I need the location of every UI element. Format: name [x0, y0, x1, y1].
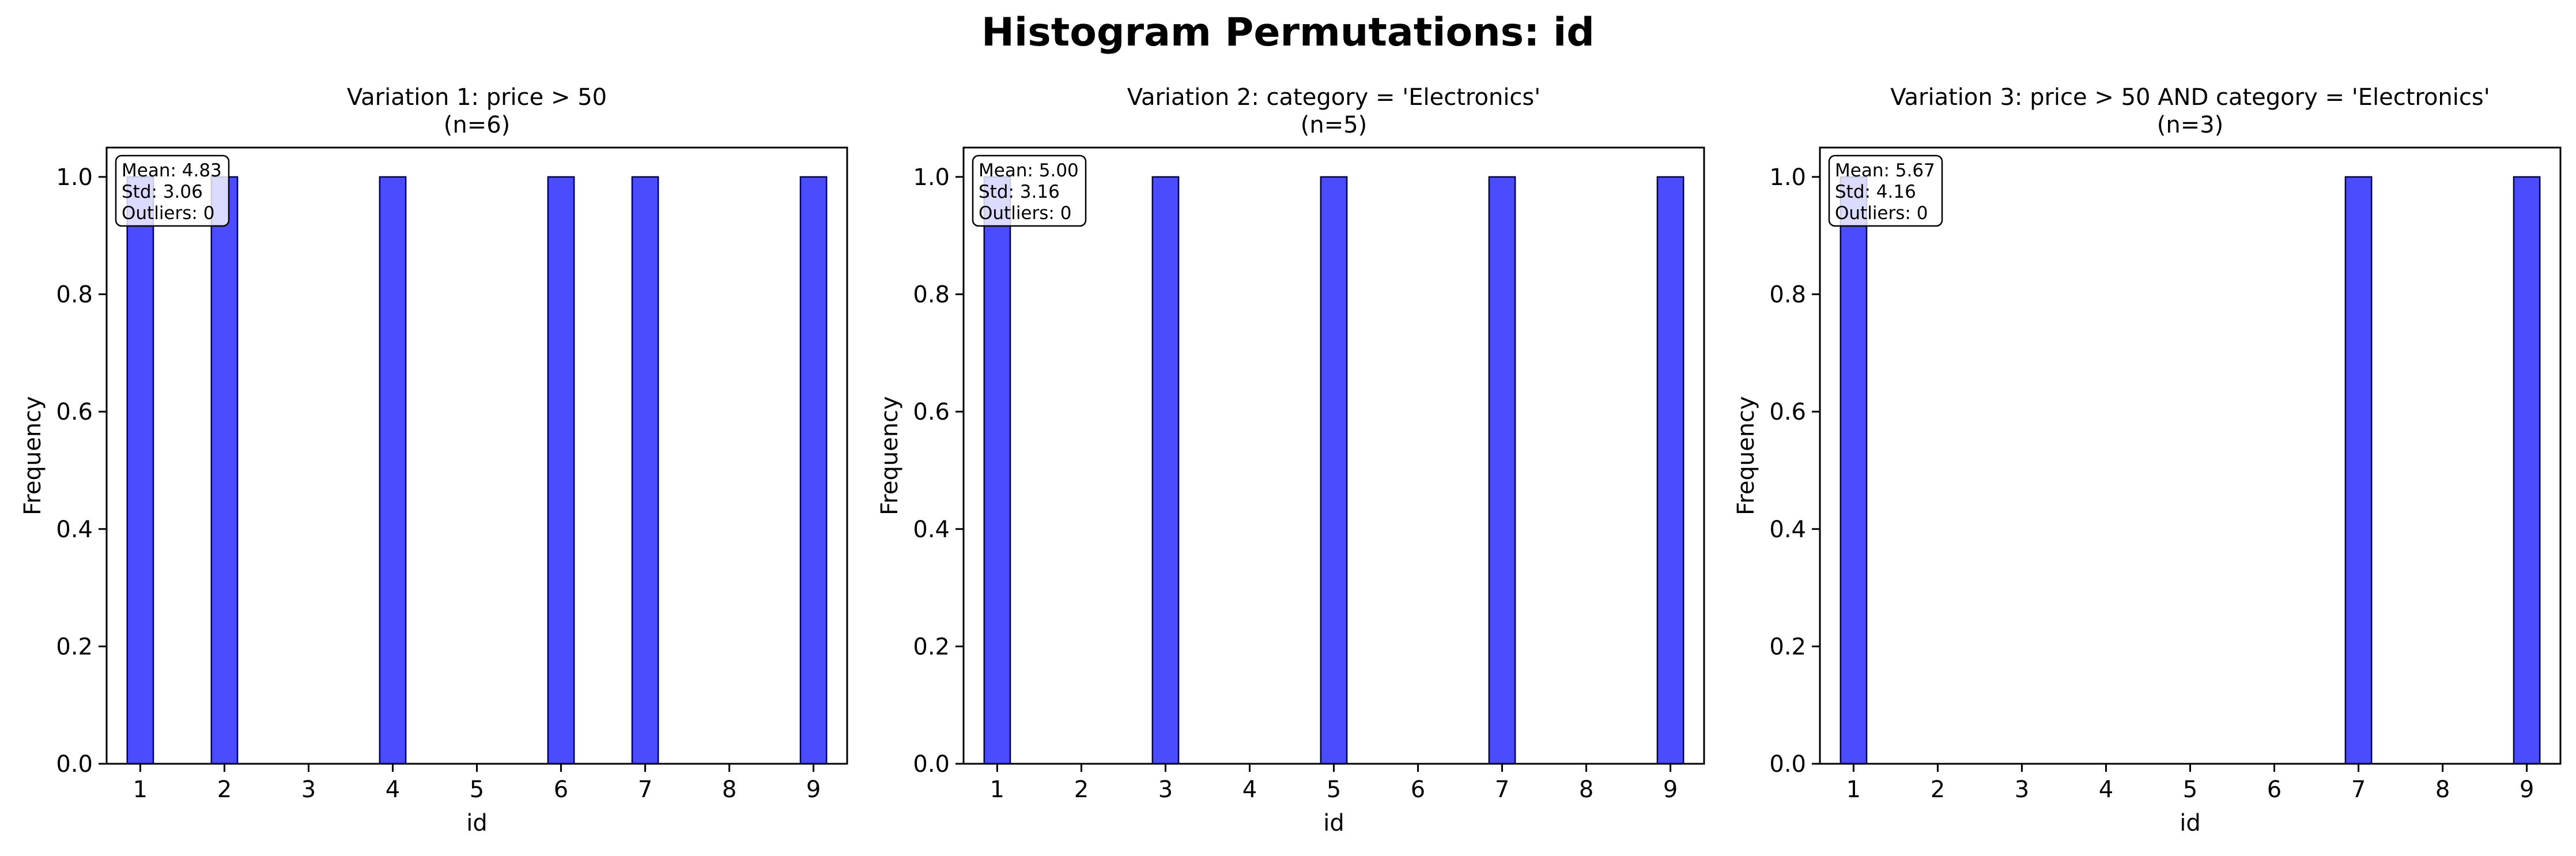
x-tick-label: 9: [1663, 776, 1678, 803]
histogram-bar: [1151, 176, 1180, 765]
histogram-bar: [2513, 176, 2541, 765]
x-tick-label: 8: [2435, 776, 2450, 803]
y-tick-label: 0.8: [913, 282, 950, 308]
y-tick-label: 1.0: [913, 164, 950, 191]
panel-title: Variation 1: price > 50: [347, 84, 607, 111]
histogram-bar: [983, 176, 1011, 765]
x-tick-label: 3: [301, 776, 316, 803]
y-tick-label: 1.0: [1769, 164, 1806, 191]
x-tick-label: 7: [1495, 776, 1509, 803]
stats-line: Mean: 5.67: [1835, 160, 1935, 181]
x-axis-label: id: [2180, 810, 2201, 836]
x-tick-label: 7: [638, 776, 652, 803]
y-tick-label: 0.2: [56, 633, 93, 660]
x-tick-label: 2: [217, 776, 232, 803]
x-tick-label: 6: [2267, 776, 2282, 803]
panel-2: 1 2 3 4 5 6 7 8 9 0.0 0.2 0.4 0.6 0.8 1.0 id Frequency Va…: [877, 84, 1705, 836]
y-tick-label: 0.4: [913, 516, 950, 543]
x-tick-label: 8: [1579, 776, 1593, 803]
y-tick-label: 0.0: [56, 751, 93, 778]
x-tick-label: 1: [990, 776, 1004, 803]
y-tick-label: 1.0: [56, 164, 93, 191]
x-tick-label: 4: [1242, 776, 1257, 803]
histogram-bar: [631, 176, 659, 765]
histogram-bar: [547, 176, 575, 765]
stats-line: Std: 3.16: [979, 182, 1060, 202]
histogram-bar: [2344, 176, 2373, 765]
x-tick-label: 8: [722, 776, 736, 803]
y-tick-label: 0.6: [56, 399, 93, 425]
stats-line: Std: 3.06: [122, 182, 203, 202]
x-tick-label: 4: [2099, 776, 2113, 803]
x-tick-label: 4: [386, 776, 400, 803]
plot-frame: [1819, 146, 2562, 765]
histogram-bar: [1656, 176, 1684, 765]
stats-line: Mean: 4.83: [122, 160, 222, 181]
stats-box: [972, 154, 1087, 227]
y-axis-label: Frequency: [20, 396, 46, 515]
histogram-bar: [210, 176, 239, 765]
histogram-bar: [126, 176, 154, 765]
histogram-bar: [1320, 176, 1348, 765]
x-tick-label: 5: [2183, 776, 2197, 803]
stats-line: Std: 4.16: [1835, 182, 1916, 202]
panel-subtitle: (n=6): [444, 112, 511, 138]
stats-line: Outliers: 0: [122, 203, 214, 224]
histogram-bar: [379, 176, 407, 765]
panel-subtitle: (n=3): [2157, 112, 2224, 138]
x-tick-label: 9: [2520, 776, 2534, 803]
histogram-bar: [1488, 176, 1516, 765]
y-tick-label: 0.2: [1769, 633, 1806, 660]
panel-title: Variation 2: category = 'Electronics': [1127, 84, 1541, 111]
stats-box: [1828, 154, 1943, 227]
y-tick-label: 0.0: [913, 751, 950, 778]
y-tick-label: 0.4: [56, 516, 93, 543]
x-tick-label: 9: [806, 776, 821, 803]
x-tick-label: 2: [1931, 776, 1945, 803]
histogram-bar: [1840, 176, 1868, 765]
x-tick-label: 6: [1411, 776, 1425, 803]
x-tick-label: 3: [2015, 776, 2029, 803]
x-tick-label: 5: [1327, 776, 1341, 803]
panel-title: Variation 3: price > 50 AND category = '…: [1890, 84, 2490, 111]
x-tick-label: 6: [554, 776, 568, 803]
y-tick-label: 0.4: [1769, 516, 1806, 543]
histogram-bar: [799, 176, 828, 765]
stats-box: [115, 154, 230, 227]
stats-line: Outliers: 0: [1835, 203, 1928, 224]
x-tick-label: 3: [1158, 776, 1173, 803]
x-tick-label: 1: [1846, 776, 1861, 803]
panel-1: 1 2 3 4 5 6 7 8 9 0.0 0.2 0.4 0.6 0.8 1.0 id Frequency Va…: [20, 84, 848, 836]
y-tick-label: 0.8: [56, 282, 93, 308]
y-tick-label: 0.2: [913, 633, 950, 660]
y-axis-label: Frequency: [1733, 396, 1759, 515]
stats-line: Mean: 5.00: [979, 160, 1079, 181]
y-tick-label: 0.6: [913, 399, 950, 425]
y-tick-label: 0.0: [1769, 751, 1806, 778]
x-axis-label: id: [466, 810, 488, 836]
panel-3: 1 2 3 4 5 6 7 8 9 0.0 0.2 0.4 0.6 0.8 1.0 id Frequency Va…: [1733, 84, 2562, 836]
y-tick-label: 0.8: [1769, 282, 1806, 308]
x-axis-label: id: [1323, 810, 1344, 836]
y-tick-label: 0.6: [1769, 399, 1806, 425]
panel-subtitle: (n=5): [1301, 112, 1368, 138]
figure-title: Histogram Permutations: id: [981, 10, 1595, 55]
x-tick-label: 7: [2351, 776, 2366, 803]
y-axis-label: Frequency: [877, 396, 903, 515]
x-tick-label: 2: [1074, 776, 1089, 803]
stats-line: Outliers: 0: [979, 203, 1071, 224]
x-tick-label: 5: [470, 776, 484, 803]
x-tick-label: 1: [133, 776, 148, 803]
